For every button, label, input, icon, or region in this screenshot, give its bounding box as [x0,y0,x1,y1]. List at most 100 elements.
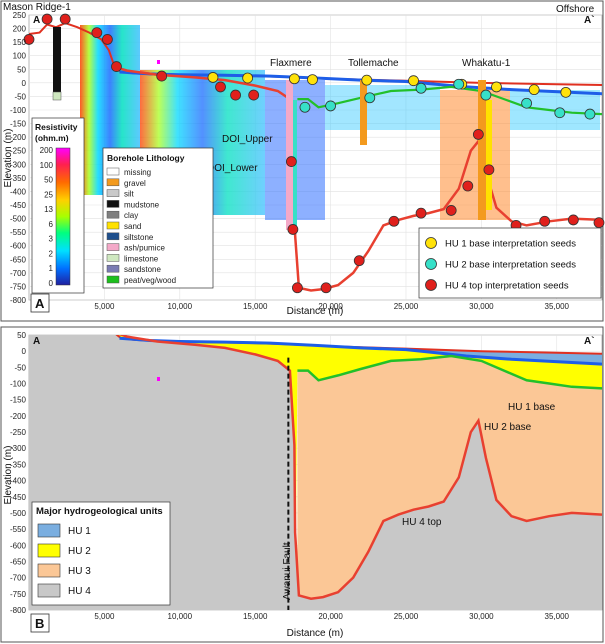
hu4-seed-point [483,164,495,176]
resistivity-tick-label: 1 [49,264,54,273]
lithology-title: Borehole Lithology [107,153,185,163]
panel-b-marker-pink [157,377,160,381]
panel-b-label: B [35,616,44,631]
hu4-seed-point [215,81,226,93]
panel-b-x-ticks: 5,000 10,000 15,000 20,000 25,000 30,000 35,00… [94,612,569,621]
y-tick-label: 250 [13,11,27,20]
y-tick-label: 0 [22,79,27,88]
hydro-legend-label: HU 3 [68,566,91,577]
panel-a-seeds [23,13,605,294]
well-label-mason-ridge: Mason Ridge-1 [3,2,71,13]
hydro-legend-title: Major hydrogeological units [36,506,163,517]
hu2-seed-point [364,92,376,104]
panel-b-hu4-top-line [118,335,602,600]
hu1-seed-point [361,74,373,86]
y-tick-label: -800 [10,606,27,615]
resistivity-tick-label: 200 [40,146,54,155]
resistivity-title-1: Resistivity [35,122,78,132]
borehole-marker-pink [157,60,160,64]
y-tick-label: -100 [10,380,27,389]
lithology-item-label: missing [124,168,151,177]
doi-upper-label: DOI_Upper [222,134,273,145]
panel-a-ylabel: Elevation (m) [3,129,14,188]
x-tick-label: 5,000 [94,302,115,311]
resistivity-tick-label: 6 [49,220,54,229]
y-tick-label: 50 [17,331,26,340]
hu2-seed-point [453,78,465,90]
resistivity-legend: Resistivity (ohm.m) 200 100 50 25 13 6 3 2 1 0 [31,117,85,294]
lithology-swatch [106,243,120,251]
hydro-legend-swatch [37,543,61,558]
hu4-seed-point [59,13,71,25]
panel-a-hu2-base-line [297,85,602,116]
hu1-seed-point [307,74,318,85]
lithology-swatch [106,232,120,241]
y-tick-label: -500 [10,509,27,518]
y-tick-label: -400 [10,477,27,486]
hu1-seed-point [408,75,419,87]
x-tick-label: 35,000 [545,302,570,311]
hu4-seed-point [462,180,474,192]
hu1-seed-point [491,81,502,93]
y-tick-label: -50 [14,363,26,372]
y-tick-label: -750 [10,590,27,599]
lithology-item-label: silt [124,190,135,199]
x-tick-label: 10,000 [168,302,193,311]
hydro-legend-label: HU 4 [68,586,91,597]
x-tick-label: 30,000 [469,302,494,311]
awanui-fault-label: Awanui Fault [282,542,293,600]
y-tick-label: -300 [10,444,27,453]
panel-b-hu2-base-line [297,354,602,390]
y-tick-label: -350 [10,460,27,469]
panel-a: 250200150100500-50-100-150-200-250-300-3… [0,0,605,322]
y-tick-label: -400 [10,187,27,196]
hu4-seed-point [353,255,365,267]
hu4-seed-point [445,205,457,216]
lithology-item-label: sandstone [124,265,161,274]
x-tick-label: 5,000 [94,612,115,621]
well-label-offshore: Offshore [556,4,595,15]
hu4-seed-point [285,156,297,167]
hu2-seed-point [584,108,596,120]
x-tick-label: 25,000 [394,612,419,621]
lithology-swatch [106,167,120,176]
panel-a-x-ticks: 5,000 10,000 15,000 20,000 25,000 30,000 35,00… [94,302,569,311]
borehole-flaxmere [286,80,293,230]
lithology-swatch [106,221,120,230]
x-tick-label: 30,000 [469,612,494,621]
lithology-item-label: sand [124,222,141,231]
hu4-seed-point [23,34,35,45]
y-tick-label: 50 [17,65,26,74]
hydro-unit-legend: Major hydrogeological units HU 1 HU 2 HU 3… [31,501,171,606]
hu4-seed-point [388,215,400,227]
panel-b-ylabel: Elevation (m) [3,446,14,505]
y-tick-label: 150 [13,38,27,47]
y-tick-label: -650 [10,557,27,566]
hydro-legend-label: HU 1 [68,526,91,537]
panel-a-y-ticks: 250 200 150 100 50 0 -50 -100 -150 -200 -250 -300 -3… [10,11,27,305]
well-label-flaxmere: Flaxmere [270,58,312,69]
panel-b-y-ticks: 50 0 -50 -100 -150 -200 -250 -300 -350 -400 -450 -5… [10,331,27,615]
x-tick-label: 25,000 [394,302,419,311]
seed-legend-marker [425,279,437,291]
hu4-seed-point [415,207,427,219]
panel-a-hu4-top-line [113,65,602,292]
y-tick-label: -500 [10,215,27,224]
y-tick-label: -350 [10,174,27,183]
x-tick-label: 15,000 [243,302,268,311]
lithology-swatch [106,264,120,273]
y-tick-label: -750 [10,282,27,291]
x-tick-label: 10,000 [168,612,193,621]
hu1-seed-point [207,72,219,83]
y-tick-label: -650 [10,255,27,264]
hu2-base-label: HU 2 base [484,422,532,433]
y-tick-label: -200 [10,133,27,142]
y-tick-label: 0 [22,347,27,356]
resistivity-tick-label: 3 [49,235,54,244]
hu1-seed-point [560,86,572,98]
seed-legend-label: HU 2 base interpretation seeds [445,260,576,271]
lithology-item-label: siltstone [124,233,154,242]
x-tick-label: 20,000 [318,302,343,311]
panel-b-corner-right: A` [584,336,595,347]
panel-a-corner-left: A [33,15,40,26]
